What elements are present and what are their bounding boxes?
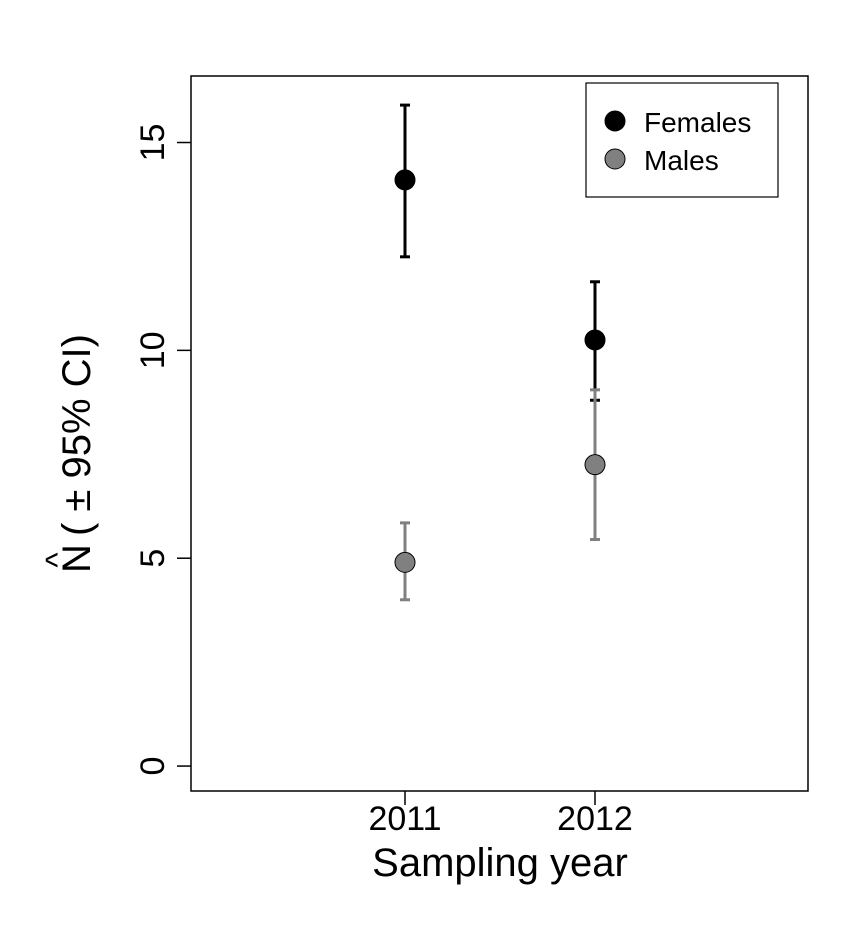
x-axis-label: Sampling year bbox=[372, 841, 628, 885]
legend-box bbox=[585, 82, 779, 198]
y-axis-label-suffix: ( ± 95% CI) bbox=[55, 334, 99, 536]
y-axis-label: N ^ ( ± 95% CI) bbox=[39, 334, 99, 573]
point-females bbox=[584, 329, 606, 351]
y-tick-label: 10 bbox=[134, 331, 172, 369]
legend-label-females: Females bbox=[644, 107, 751, 138]
legend-marker-males bbox=[604, 148, 626, 170]
series-layer bbox=[394, 103, 606, 602]
y-tick-label: 0 bbox=[134, 757, 172, 776]
y-axis: 0 5 10 15 bbox=[134, 124, 191, 776]
x-tick-label: 2011 bbox=[368, 800, 441, 838]
point-females bbox=[394, 169, 416, 191]
y-axis-label-symbol: N bbox=[55, 544, 99, 573]
legend-label-males: Males bbox=[644, 145, 719, 176]
y-tick-label: 5 bbox=[134, 549, 172, 568]
point-males bbox=[584, 454, 606, 476]
y-tick-label: 15 bbox=[134, 124, 172, 162]
x-axis: 2011 2012 bbox=[368, 791, 633, 838]
plot-frame bbox=[190, 75, 809, 792]
legend: Females Males bbox=[585, 82, 779, 198]
point-males bbox=[394, 551, 416, 573]
x-tick-label: 2012 bbox=[557, 800, 633, 838]
legend-marker-females bbox=[604, 110, 626, 132]
y-axis-label-hat: ^ bbox=[39, 552, 75, 567]
